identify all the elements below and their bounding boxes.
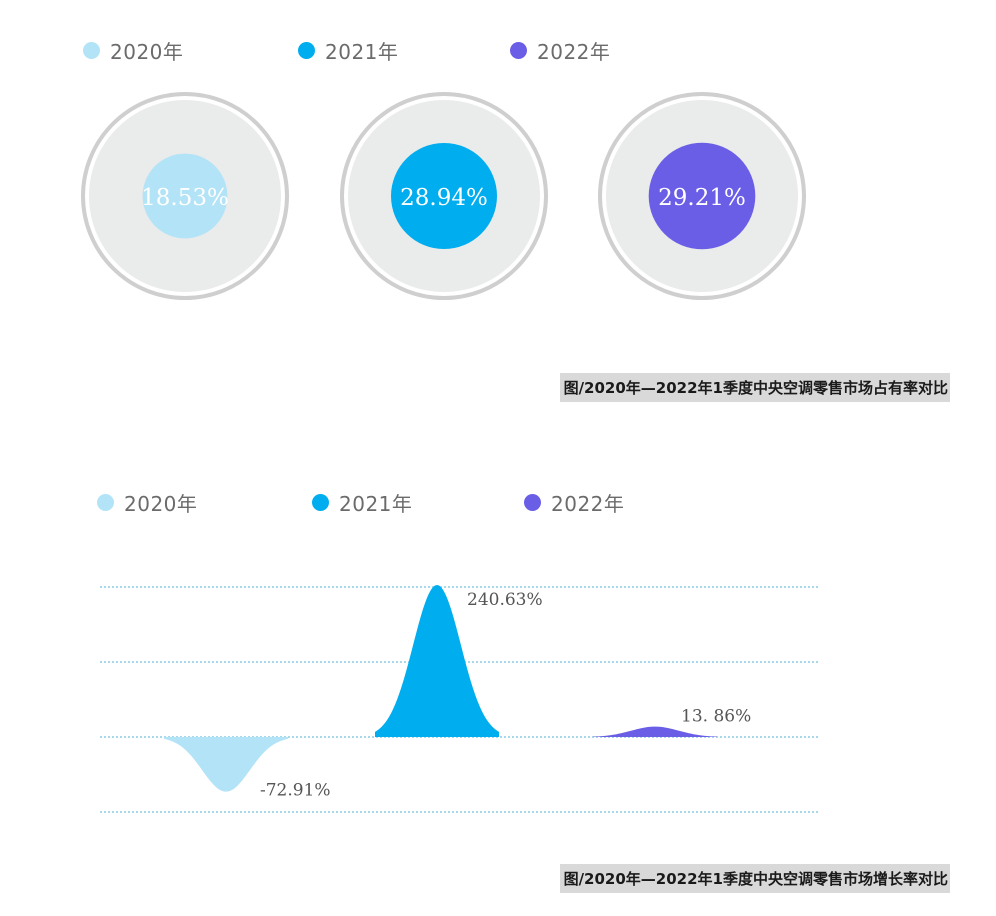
share-legend-item-2020: 2020年 <box>83 36 183 65</box>
share-legend-dot-2021 <box>298 42 315 59</box>
growth-peak-2022 <box>593 726 717 737</box>
growth-legend-item-2020: 2020年 <box>97 488 197 517</box>
growth-chart-caption: 图/2020年—2022年1季度中央空调零售市场增长率对比 <box>559 864 950 893</box>
growth-peak-2021 <box>375 585 499 737</box>
growth-legend-item-2021: 2021年 <box>312 488 412 517</box>
share-legend-dot-2020 <box>83 42 100 59</box>
growth-peak-2020 <box>164 737 288 792</box>
growth-legend-dot-2021 <box>312 494 329 511</box>
share-legend-label-2021: 2021年 <box>325 40 399 64</box>
growth-legend-dot-2020 <box>97 494 114 511</box>
share-bubble-2021 <box>391 143 497 249</box>
share-value-label-2020: 18.53% <box>141 185 229 211</box>
growth-legend-item-2022: 2022年 <box>524 488 624 517</box>
growth-value-label-2022: 13. 86% <box>681 707 751 727</box>
share-legend-label-2022: 2022年 <box>537 40 611 64</box>
share-value-label-2022: 29.21% <box>658 185 746 211</box>
growth-legend-label-2021: 2021年 <box>339 492 413 516</box>
share-value-label-2021: 28.94% <box>400 185 488 211</box>
growth-value-label-2020: -72.91% <box>260 781 331 801</box>
share-legend-item-2021: 2021年 <box>298 36 398 65</box>
share-legend-dot-2022 <box>510 42 527 59</box>
growth-legend-label-2022: 2022年 <box>551 492 625 516</box>
share-bubble-2020 <box>142 153 228 239</box>
growth-area-chart: -72.91% 240.63% 13. 86% <box>100 585 818 813</box>
share-bubble-2022 <box>648 142 756 250</box>
share-bubble-chart: 18.53% 28.94% 29.21% <box>81 92 806 300</box>
growth-legend-dot-2022 <box>524 494 541 511</box>
share-legend-label-2020: 2020年 <box>110 40 184 64</box>
share-chart-caption: 图/2020年—2022年1季度中央空调零售市场占有率对比 <box>559 373 950 402</box>
growth-legend-label-2020: 2020年 <box>124 492 198 516</box>
growth-value-label-2021: 240.63% <box>467 590 543 610</box>
share-legend-item-2022: 2022年 <box>510 36 610 65</box>
